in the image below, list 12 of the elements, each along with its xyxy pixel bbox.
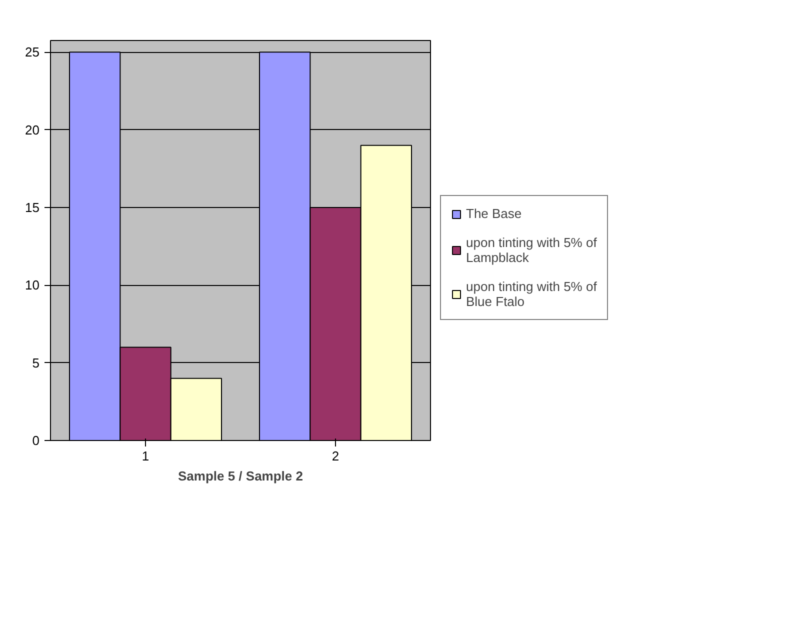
x-tick-label: 1 (142, 448, 150, 464)
x-tick-label: 2 (332, 448, 340, 464)
y-tick-label: 25 (25, 44, 40, 60)
y-tick-label: 15 (25, 200, 40, 215)
x-axis-title: Sample 5 / Sample 2 (178, 468, 304, 484)
y-tick-label: 20 (25, 122, 40, 138)
legend-label: upon tinting with 5% of Blue Ftalo (466, 279, 597, 309)
legend-label: upon tinting with 5% of Lampblack (466, 235, 597, 265)
legend-label: The Base (466, 206, 522, 221)
y-tick-label: 10 (25, 278, 40, 293)
y-tick-label: 5 (32, 355, 40, 370)
y-tick-label: 0 (32, 433, 40, 448)
